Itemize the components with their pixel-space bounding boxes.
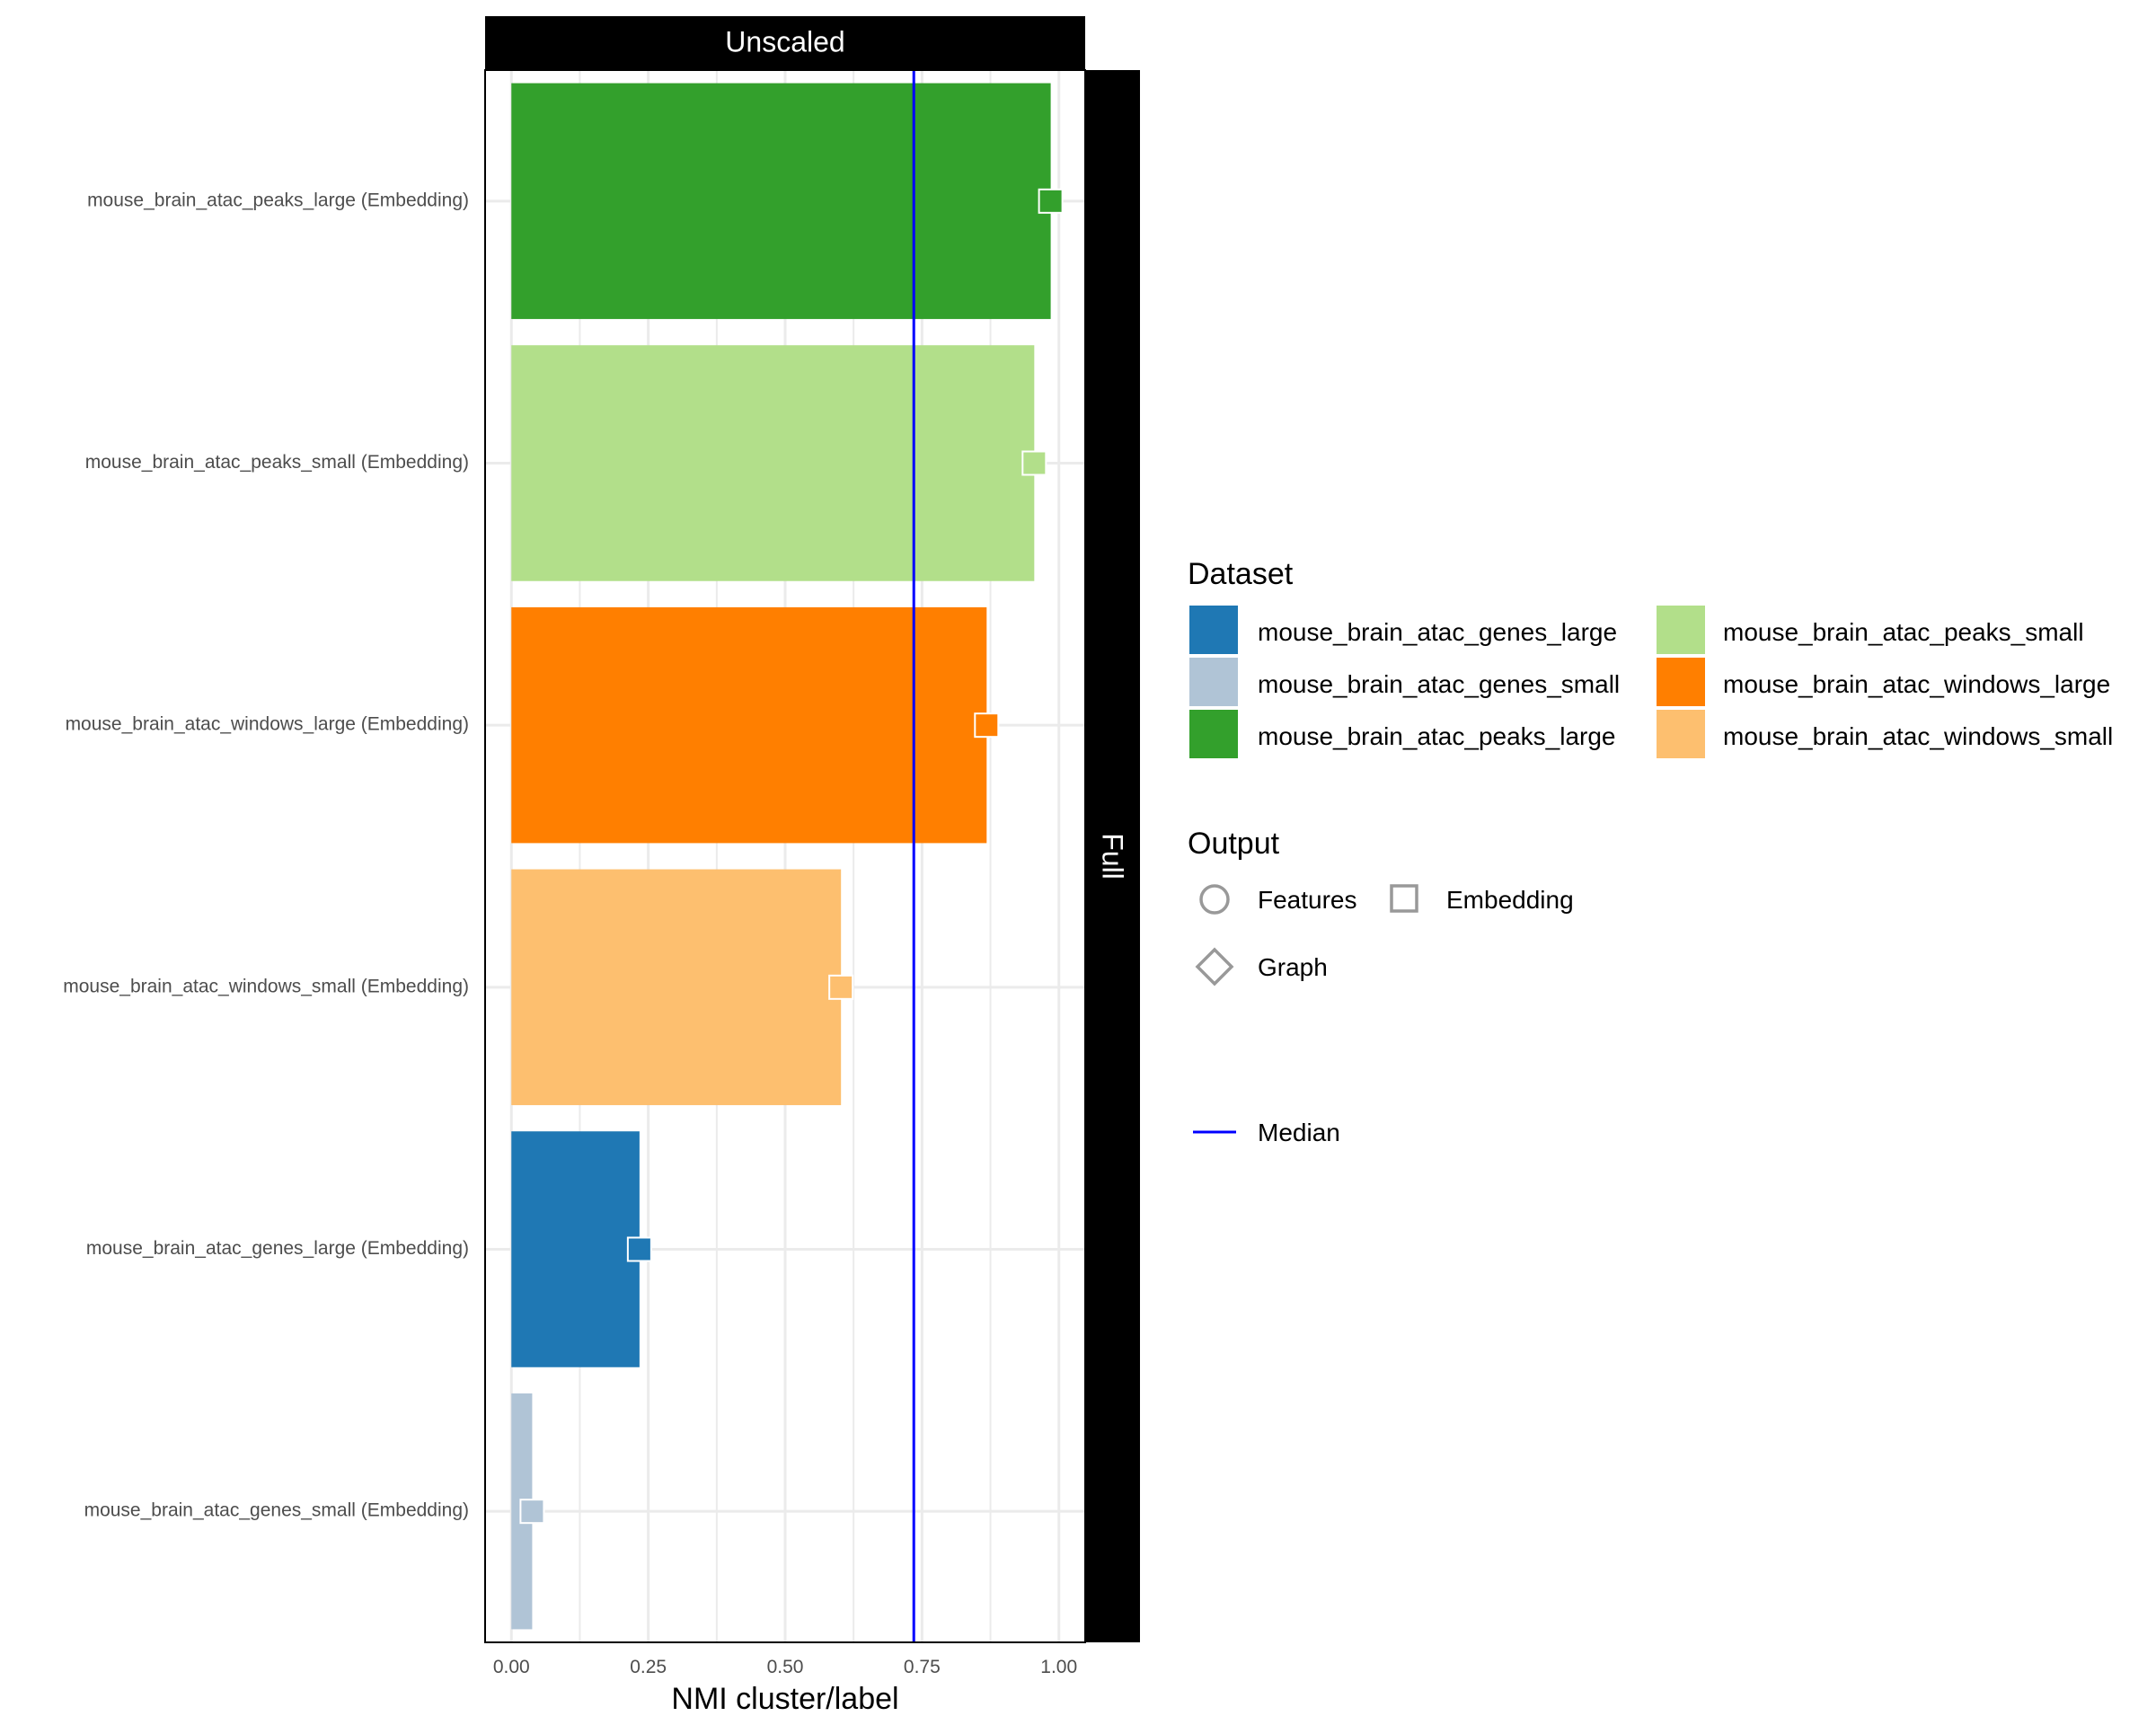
facet-strip-right	[1085, 70, 1140, 1642]
diamond-icon	[1195, 947, 1234, 986]
bar	[511, 869, 842, 1106]
x-tick-label: 0.50	[767, 1657, 804, 1677]
x-tick-label: 0.00	[493, 1657, 530, 1677]
y-tick-label: mouse_brain_atac_windows_small (Embeddin…	[63, 976, 469, 996]
y-tick-label: mouse_brain_atac_genes_small (Embedding)	[84, 1500, 469, 1521]
markers-layer	[519, 188, 1064, 1525]
y-axis-labels: mouse_brain_atac_peaks_large (Embedding)…	[63, 190, 469, 1520]
legend-output-label: Embedding	[1446, 886, 1574, 914]
legend-item-dataset: mouse_brain_atac_windows_small	[1657, 710, 2113, 758]
legend-item-output: Embedding	[1390, 884, 1574, 914]
point-marker	[828, 974, 854, 1000]
legend-output-title: Output	[1188, 827, 1280, 861]
bar	[511, 83, 1051, 320]
legend-item-median: Median	[1193, 1119, 1340, 1146]
legend-swatch	[1657, 710, 1705, 758]
legend-dataset-title: Dataset	[1188, 557, 1294, 591]
point-marker	[1038, 188, 1064, 214]
legend-dataset-label: mouse_brain_atac_genes_large	[1258, 618, 1617, 646]
legend-datasets: mouse_brain_atac_genes_large mouse_brain…	[1189, 606, 2113, 758]
x-axis-title: NMI cluster/label	[671, 1682, 898, 1716]
x-tick-label: 1.00	[1040, 1657, 1077, 1677]
bar	[511, 1131, 640, 1367]
panel-border	[484, 69, 1086, 1643]
legend-output-label: Features	[1258, 886, 1357, 914]
point-marker	[626, 1236, 652, 1262]
legend-dataset-label: mouse_brain_atac_peaks_large	[1258, 722, 1616, 750]
legend: Dataset mouse_brain_atac_genes_large mou…	[1188, 557, 2113, 1146]
legend-swatch	[1657, 606, 1705, 654]
legend-item-dataset: mouse_brain_atac_peaks_small	[1657, 606, 2084, 654]
bar	[511, 345, 1035, 581]
x-axis-ticks: 0.00 0.25 0.50 0.75 1.00	[493, 1657, 1077, 1677]
legend-dataset-label: mouse_brain_atac_peaks_small	[1723, 618, 2084, 646]
y-tick-label: mouse_brain_atac_genes_large (Embedding)	[86, 1238, 469, 1259]
legend-swatch	[1189, 658, 1238, 706]
point-marker	[519, 1499, 545, 1525]
point-marker	[1021, 450, 1047, 476]
bar	[511, 606, 987, 844]
legend-swatch	[1189, 710, 1238, 758]
legend-swatch	[1189, 606, 1238, 654]
legend-dataset-label: mouse_brain_atac_windows_large	[1723, 670, 2110, 698]
legend-dataset-label: mouse_brain_atac_genes_small	[1258, 670, 1620, 698]
legend-output-label: Graph	[1258, 953, 1328, 981]
legend-item-output: Features	[1199, 884, 1357, 915]
facet-strip-top	[485, 16, 1085, 70]
legend-item-dataset: mouse_brain_atac_windows_large	[1657, 658, 2110, 706]
legend-item-output: Graph	[1195, 947, 1328, 986]
legend-swatch	[1657, 658, 1705, 706]
circle-icon	[1199, 884, 1230, 915]
facet-strip-right-label: Full	[1097, 833, 1129, 880]
legend-dataset-label: mouse_brain_atac_windows_small	[1723, 722, 2113, 750]
x-tick-label: 0.75	[904, 1657, 941, 1677]
legend-item-dataset: mouse_brain_atac_genes_small	[1189, 658, 1620, 706]
square-icon	[1390, 884, 1418, 913]
x-tick-label: 0.25	[630, 1657, 667, 1677]
y-tick-label: mouse_brain_atac_windows_large (Embeddin…	[66, 714, 469, 735]
facet-strip-top-label: Unscaled	[725, 25, 844, 58]
legend-median-label: Median	[1258, 1119, 1340, 1146]
point-marker	[974, 712, 1000, 739]
y-tick-label: mouse_brain_atac_peaks_large (Embedding)	[87, 190, 469, 210]
y-tick-label: mouse_brain_atac_peaks_small (Embedding)	[85, 452, 469, 473]
legend-item-dataset: mouse_brain_atac_genes_large	[1189, 606, 1617, 654]
legend-item-dataset: mouse_brain_atac_peaks_large	[1189, 710, 1616, 758]
bars-layer	[511, 83, 1051, 1630]
